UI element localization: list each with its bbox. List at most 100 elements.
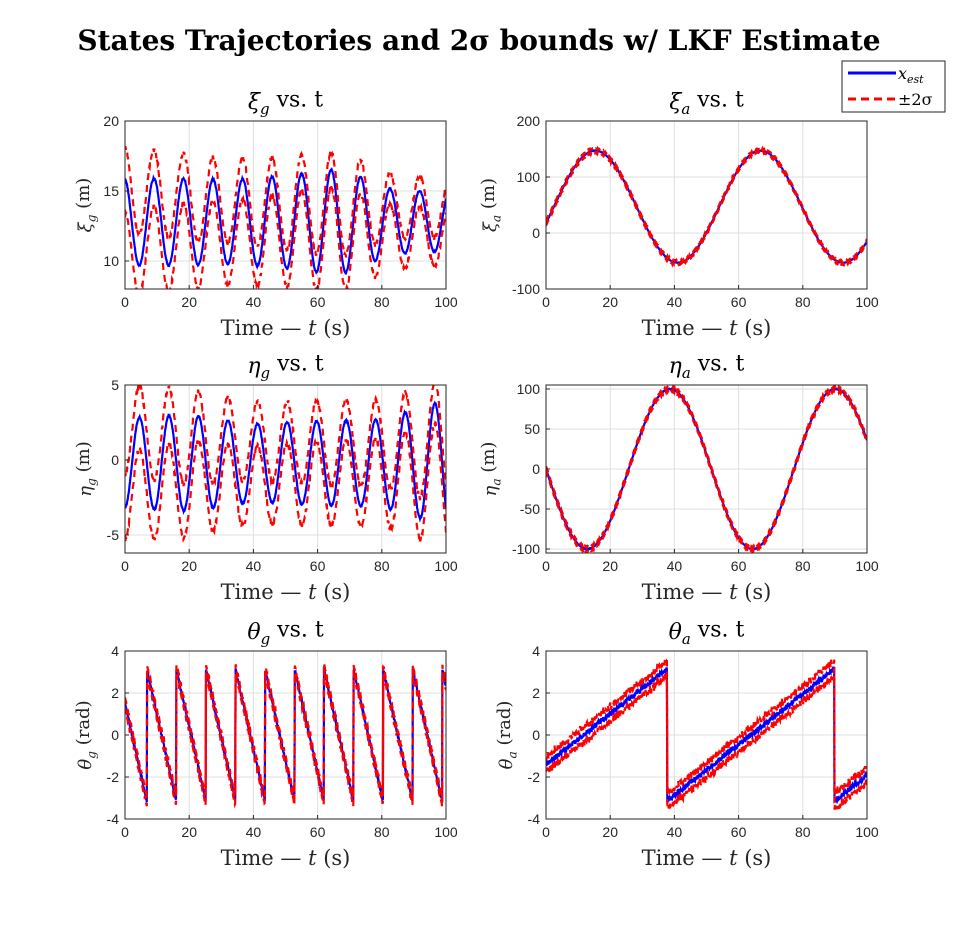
subplot-title-rest: vs. t	[270, 352, 324, 377]
x-tick-label: 20	[602, 558, 618, 574]
x-axis-label-unit: (s)	[317, 580, 351, 604]
y-tick-label: -4	[107, 811, 120, 827]
y-tick-label: 0	[111, 452, 119, 468]
x-tick-label: 40	[246, 824, 262, 840]
y-tick-label: 5	[111, 377, 119, 393]
series-lower-bound-line	[546, 673, 867, 810]
x-axis-label: Time — t (s)	[642, 316, 772, 340]
y-tick-label: 100	[517, 169, 541, 185]
series-upper-bound-line	[125, 144, 446, 258]
subplot-title-subscript: g	[260, 100, 270, 118]
subplot-title-rest: vs. t	[691, 618, 745, 643]
legend-label-estimate: xest	[898, 64, 924, 86]
x-tick-label: 20	[602, 824, 618, 840]
y-axis-label-symbol: η	[75, 486, 96, 497]
y-axis-label-subscript: a	[505, 751, 519, 758]
x-tick-label: 80	[374, 824, 390, 840]
series-upper-bound-line	[546, 144, 867, 265]
y-axis-label-subscript: g	[84, 478, 98, 486]
subplot-title-symbol: η	[247, 354, 260, 379]
legend-box	[841, 60, 946, 113]
y-tick-label: 200	[517, 113, 541, 129]
x-axis-label-var: t	[729, 846, 738, 870]
legend-label-estimate-base: x	[898, 64, 907, 83]
y-tick-label: -5	[107, 527, 120, 543]
x-tick-label: 100	[855, 294, 879, 310]
y-axis-label: ξa (m)	[478, 178, 503, 232]
x-axis-label-var: t	[308, 316, 317, 340]
x-axis-label-var: t	[729, 580, 738, 604]
y-tick-label: 15	[103, 183, 119, 199]
x-tick-label: 20	[602, 294, 618, 310]
series-group	[125, 144, 446, 289]
x-axis-label-unit: (s)	[317, 316, 351, 340]
subplot-title-rest: vs. t	[270, 88, 324, 113]
x-tick-label: 20	[181, 294, 197, 310]
x-tick-label: 60	[731, 558, 747, 574]
subplot-title-symbol: η	[669, 354, 682, 379]
legend-label-bounds: ±2σ	[898, 90, 933, 109]
x-axis-label-text: Time —	[642, 846, 729, 870]
y-tick-label: 4	[532, 643, 540, 659]
y-axis-label-subscript: a	[489, 215, 503, 222]
subplot-title-symbol: θ	[247, 620, 260, 645]
series-upper-bound-line	[546, 385, 867, 551]
y-axis-label-rest: (m)	[73, 441, 94, 478]
y-tick-label: 0	[532, 225, 540, 241]
subplot-title: ξa vs. t	[669, 88, 744, 119]
x-axis-label-text: Time —	[642, 316, 729, 340]
x-tick-label: 100	[434, 558, 458, 574]
x-axis-label-unit: (s)	[317, 846, 351, 870]
x-tick-label: 40	[667, 294, 683, 310]
x-tick-label: 60	[310, 294, 326, 310]
subplot-title-symbol: θ	[669, 620, 682, 645]
x-tick-label: 0	[121, 824, 129, 840]
x-tick-label: 0	[121, 294, 129, 310]
x-tick-label: 0	[542, 294, 550, 310]
x-axis-label: Time — t (s)	[221, 580, 351, 604]
x-axis-label-var: t	[729, 316, 738, 340]
x-tick-label: 100	[434, 294, 458, 310]
x-tick-label: 60	[731, 824, 747, 840]
y-tick-label: 2	[532, 685, 540, 701]
x-tick-label: 40	[667, 558, 683, 574]
y-tick-label: -50	[520, 501, 540, 517]
x-tick-label: 0	[121, 558, 129, 574]
y-axis-label-rest: (m)	[478, 178, 499, 215]
plot-area	[545, 120, 868, 290]
subplot-title: θg vs. t	[247, 618, 324, 649]
subplot-title-subscript: a	[682, 364, 691, 382]
x-tick-label: 100	[434, 824, 458, 840]
x-axis-label: Time — t (s)	[642, 846, 772, 870]
y-tick-label: 20	[103, 113, 119, 129]
axes-frame	[124, 120, 447, 290]
x-axis-label-unit: (s)	[738, 316, 772, 340]
x-tick-label: 40	[667, 824, 683, 840]
y-axis-label: ηg (m)	[73, 441, 98, 496]
y-tick-label: 100	[517, 381, 541, 397]
series-lower-bound-line	[125, 184, 446, 289]
subplot-title: ηg vs. t	[247, 352, 323, 383]
x-axis-label-var: t	[308, 580, 317, 604]
x-tick-label: 100	[855, 824, 879, 840]
y-tick-label: 0	[532, 461, 540, 477]
y-axis-label-symbol: η	[480, 485, 501, 496]
subplot-title-subscript: a	[681, 100, 690, 118]
y-tick-label: -2	[528, 769, 541, 785]
series-group	[546, 658, 867, 810]
x-axis-label-text: Time —	[221, 316, 308, 340]
x-tick-label: 80	[795, 558, 811, 574]
y-axis-label-rest: (rad)	[494, 701, 515, 752]
subplot-title-rest: vs. t	[691, 352, 745, 377]
y-axis-label-subscript: g	[84, 751, 98, 759]
y-axis-label-symbol: ξ	[75, 221, 96, 232]
subplot-title-subscript: g	[261, 630, 271, 648]
y-axis-label: θg (rad)	[73, 700, 98, 769]
legend-label-estimate-sub: est	[907, 73, 924, 86]
x-axis-label: Time — t (s)	[221, 316, 351, 340]
